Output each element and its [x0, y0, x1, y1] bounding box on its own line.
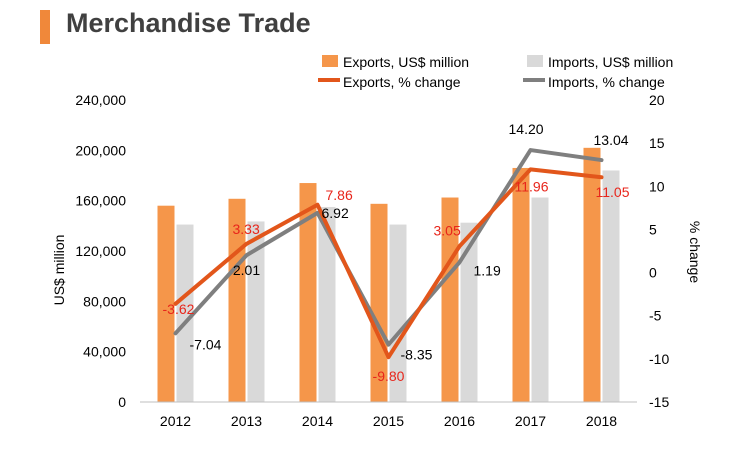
imports-bar	[460, 222, 478, 402]
imports-change-label: 6.92	[322, 205, 349, 221]
exports-change-label: -9.80	[373, 368, 405, 384]
imports-bar	[389, 224, 407, 402]
y2-tick-label: -10	[649, 351, 669, 367]
imports-change-label: 14.20	[509, 121, 544, 137]
legend-label-imports-line: Imports, % change	[548, 74, 665, 90]
imports-change-label: 1.19	[474, 262, 501, 278]
y-tick-label: 120,000	[75, 243, 126, 259]
y2-axis-title: % change	[687, 221, 703, 283]
y-tick-label: 80,000	[83, 293, 126, 309]
imports-change-label: 13.04	[594, 132, 629, 148]
y2-tick-label: -15	[649, 394, 669, 410]
exports-bar	[157, 205, 175, 402]
legend-label-imports-bars: Imports, US$ million	[548, 54, 673, 70]
x-tick-label: 2017	[515, 413, 546, 429]
imports-bar	[318, 206, 336, 402]
imports-bar	[602, 170, 620, 402]
exports-bar	[512, 167, 530, 402]
x-tick-label: 2018	[586, 413, 617, 429]
plot-area: 0 40,000 80,000 120,000 160,000 200,000 240,00…	[75, 92, 669, 429]
x-tick-label: 2012	[160, 413, 191, 429]
exports-change-label: 7.86	[326, 187, 353, 203]
x-tick-label: 2013	[231, 413, 262, 429]
legend-label-exports-line: Exports, % change	[343, 74, 461, 90]
exports-bar	[370, 203, 388, 402]
x-tick-label: 2015	[373, 413, 404, 429]
exports-bar	[583, 147, 601, 402]
imports-bar	[176, 224, 194, 402]
exports-bar	[441, 197, 459, 402]
chart-legend: Exports, US$ million Imports, US$ millio…	[318, 54, 673, 90]
y2-tick-label: 0	[649, 265, 657, 281]
y-axis-title: US$ million	[51, 235, 67, 306]
exports-change-label: 11.96	[515, 178, 549, 194]
legend-swatch-imports-bars	[527, 55, 543, 67]
exports-bar	[299, 183, 317, 402]
exports-change-line	[173, 167, 604, 360]
y2-tick-label: 10	[649, 178, 665, 194]
y-tick-label: 200,000	[75, 142, 126, 158]
imports-change-label: -7.04	[190, 336, 222, 352]
y2-tick-label: 15	[649, 135, 665, 151]
y-tick-label: 240,000	[75, 92, 126, 108]
imports-change-label: -8.35	[401, 347, 433, 363]
exports-change-label: 3.05	[434, 222, 461, 238]
imports-change-line	[173, 148, 604, 347]
legend-swatch-exports-bars	[322, 55, 338, 67]
y2-tick-label: -5	[649, 308, 662, 324]
x-tick-label: 2016	[444, 413, 475, 429]
legend-label-exports-bars: Exports, US$ million	[343, 54, 469, 70]
exports-change-label: -3.62	[163, 301, 195, 317]
y2-tick-label: 20	[649, 92, 665, 108]
y-tick-label: 0	[118, 394, 126, 410]
imports-change-label: 2.01	[233, 262, 260, 278]
imports-bar	[531, 197, 549, 402]
page-title: Merchandise Trade	[66, 8, 311, 38]
y-tick-label: 160,000	[75, 193, 126, 209]
imports-bar	[247, 221, 265, 402]
title-accent-bar	[40, 10, 50, 44]
x-tick-label: 2014	[302, 413, 333, 429]
exports-change-label: 3.33	[233, 221, 260, 237]
exports-change-label: 11.05	[596, 184, 630, 200]
y-tick-label: 40,000	[83, 344, 126, 360]
y2-tick-label: 5	[649, 221, 657, 237]
